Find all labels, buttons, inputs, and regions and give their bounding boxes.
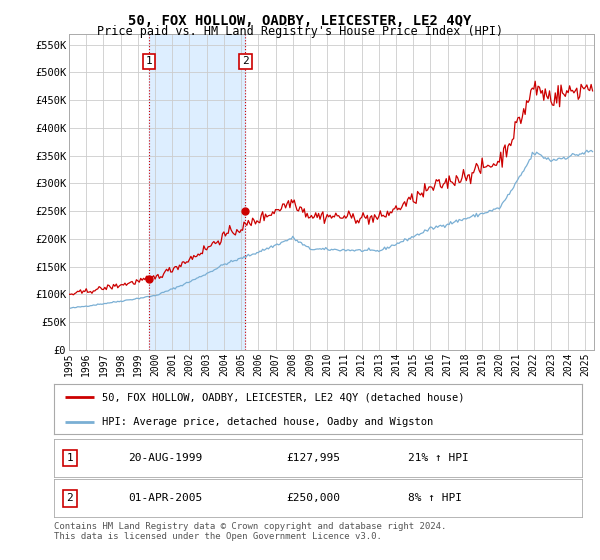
Text: Price paid vs. HM Land Registry's House Price Index (HPI): Price paid vs. HM Land Registry's House … [97,25,503,38]
Text: £250,000: £250,000 [286,493,340,503]
Text: £127,995: £127,995 [286,453,340,463]
Bar [149,34,245,350]
Text: 1: 1 [145,57,152,66]
Text: 1: 1 [67,453,73,463]
Text: HPI: Average price, detached house, Oadby and Wigston: HPI: Average price, detached house, Oadb… [101,417,433,427]
Text: Contains HM Land Registry data © Crown copyright and database right 2024.
This d: Contains HM Land Registry data © Crown c… [54,522,446,542]
Text: 2: 2 [67,493,73,503]
Text: 21% ↑ HPI: 21% ↑ HPI [408,453,469,463]
Text: 50, FOX HOLLOW, OADBY, LEICESTER, LE2 4QY (detached house): 50, FOX HOLLOW, OADBY, LEICESTER, LE2 4Q… [101,392,464,402]
Text: 20-AUG-1999: 20-AUG-1999 [128,453,202,463]
Text: 8% ↑ HPI: 8% ↑ HPI [408,493,462,503]
Text: 2: 2 [242,57,249,66]
Text: 50, FOX HOLLOW, OADBY, LEICESTER, LE2 4QY: 50, FOX HOLLOW, OADBY, LEICESTER, LE2 4Q… [128,14,472,28]
Text: 01-APR-2005: 01-APR-2005 [128,493,202,503]
